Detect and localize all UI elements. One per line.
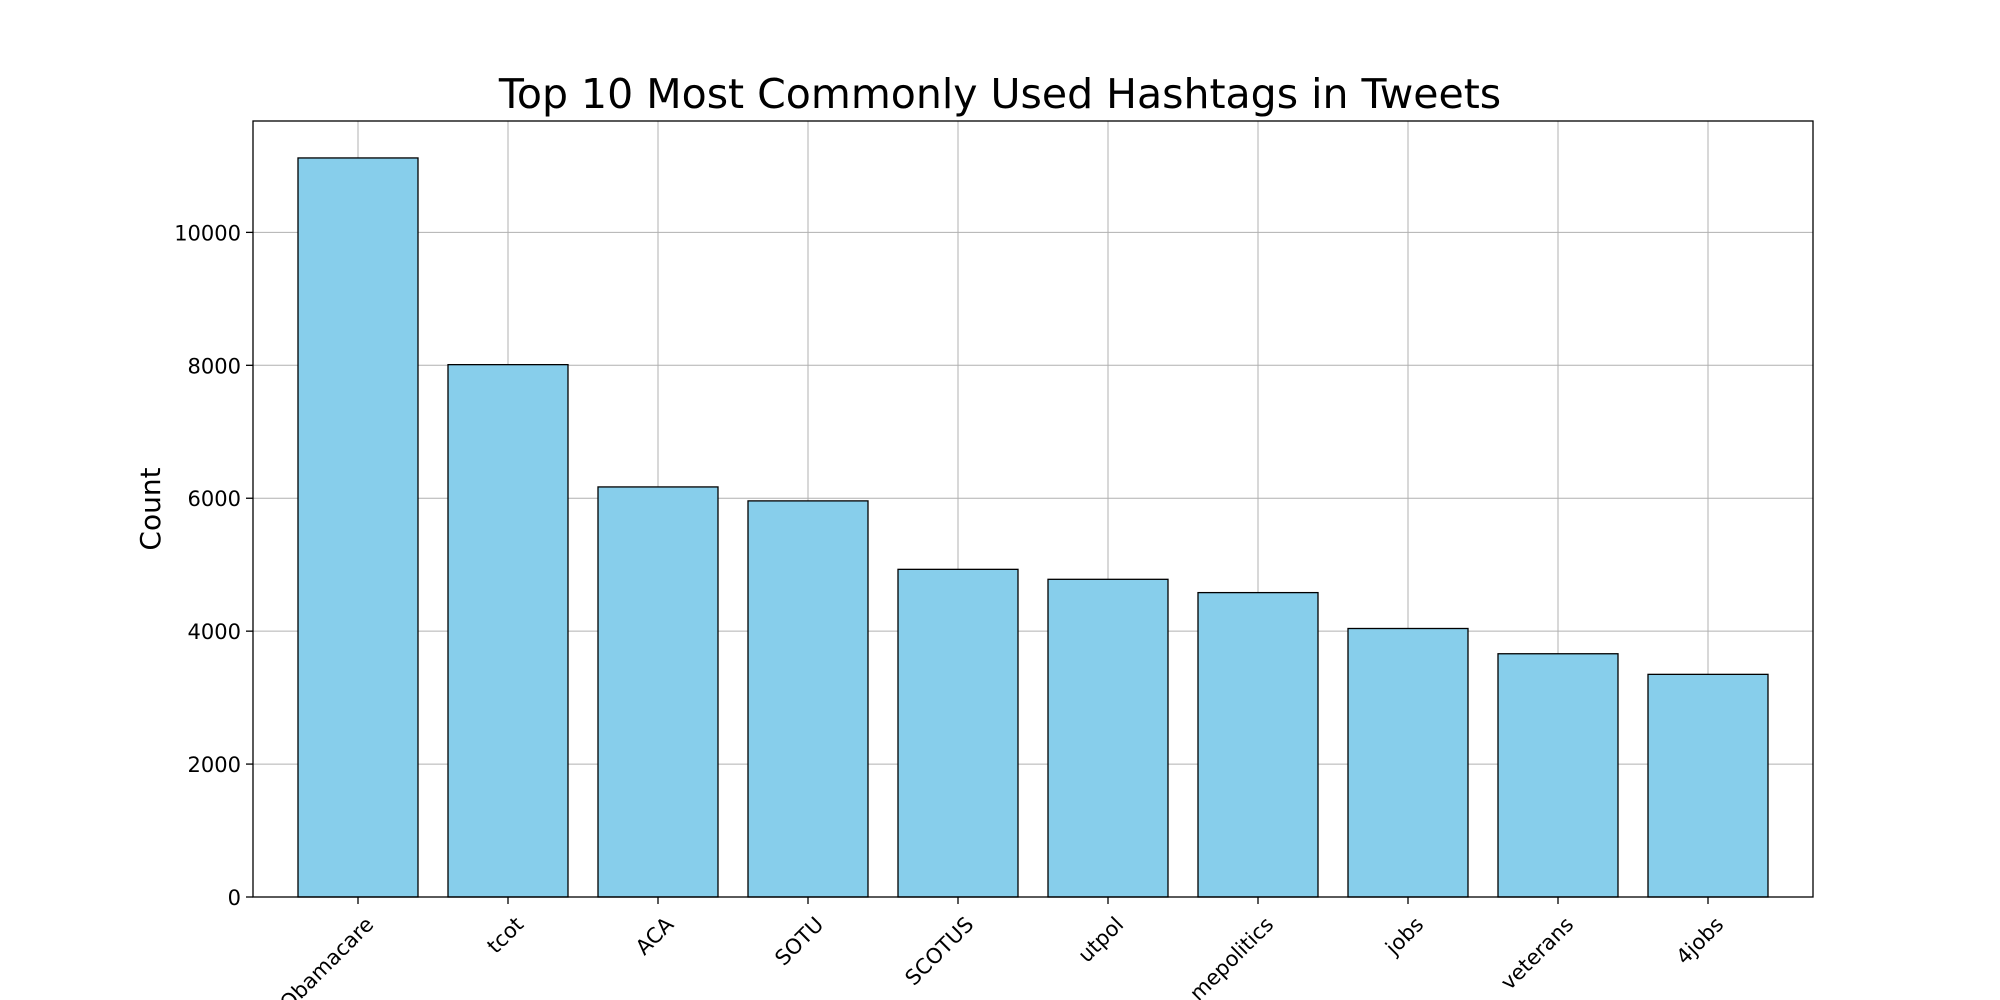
bar-ACA xyxy=(597,486,719,898)
x-tick-label: tcot xyxy=(482,912,528,958)
bars xyxy=(297,157,1769,898)
bar-tcot xyxy=(447,363,569,898)
bar-utpol xyxy=(1047,578,1169,898)
bar-Obamacare xyxy=(297,157,419,898)
x-axis-ticks: Obamacare tcot ACA SOTU SCOTUS utpol mepolitic… xyxy=(275,897,1728,1000)
bar-mepolitics xyxy=(1197,591,1319,898)
plot-frame xyxy=(252,120,1814,898)
y-tick-label: 8000 xyxy=(188,354,241,378)
chart-title: Top 10 Most Commonly Used Hashtags in Tw… xyxy=(498,70,1502,118)
x-tick-label: veterans xyxy=(1496,912,1578,994)
x-tick-label: jobs xyxy=(1380,912,1428,960)
x-tick-label: 4jobs xyxy=(1671,912,1728,969)
x-tick-label: SCOTUS xyxy=(900,912,978,990)
x-tick-label: mepolitics xyxy=(1185,912,1278,1000)
x-tick-label: ACA xyxy=(631,912,679,960)
bar-SOTU xyxy=(747,500,869,898)
y-axis-ticks: 0 2000 4000 6000 8000 10000 xyxy=(174,221,253,910)
x-tick-label: utpol xyxy=(1073,912,1128,967)
y-tick-label: 6000 xyxy=(188,487,241,511)
y-tick-label: 2000 xyxy=(188,753,241,777)
y-tick-label: 10000 xyxy=(174,221,241,245)
bar-veterans xyxy=(1497,653,1619,898)
bar-SCOTUS xyxy=(897,568,1019,898)
x-tick-label: SOTU xyxy=(770,912,828,970)
y-tick-label: 4000 xyxy=(188,620,241,644)
y-tick-label: 0 xyxy=(228,886,241,910)
y-axis-label: Count xyxy=(134,467,167,550)
x-tick-label: Obamacare xyxy=(275,912,378,1000)
bar-jobs xyxy=(1347,627,1469,898)
bar-4jobs xyxy=(1647,673,1769,898)
